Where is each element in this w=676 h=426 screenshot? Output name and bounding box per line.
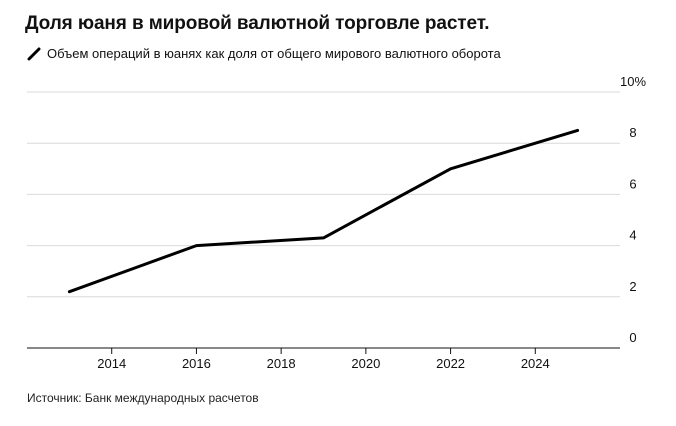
x-tick-label: 2016 bbox=[182, 356, 211, 371]
x-tick-label: 2014 bbox=[97, 356, 126, 371]
legend-label: Объем операций в юанях как доля от общег… bbox=[47, 46, 501, 61]
x-tick-label: 2020 bbox=[351, 356, 380, 371]
y-tick-label: 8 bbox=[629, 125, 636, 140]
y-tick-label: 10% bbox=[620, 74, 646, 89]
x-tick-label: 2018 bbox=[267, 356, 296, 371]
source-note: Источник: Банк международных расчетов bbox=[27, 391, 259, 405]
chart-title: Доля юаня в мировой валютной торговле ра… bbox=[25, 13, 490, 34]
y-tick-label: 6 bbox=[629, 176, 636, 191]
x-axis: 2014 2016 2018 2020 2022 2024 bbox=[27, 347, 620, 371]
y-tick-label: 2 bbox=[629, 279, 636, 294]
x-tick-label: 2024 bbox=[521, 356, 550, 371]
legend-line-icon bbox=[27, 47, 41, 61]
y-tick-label: 0 bbox=[629, 330, 636, 345]
legend: Объем операций в юанях как доля от общег… bbox=[27, 46, 501, 61]
gridlines bbox=[27, 91, 620, 298]
series-layer bbox=[67, 128, 580, 294]
y-tick-label: 4 bbox=[629, 228, 636, 243]
x-tick-label: 2022 bbox=[436, 356, 465, 371]
series-line bbox=[67, 128, 580, 294]
y-axis: 0 2 4 6 8 10% bbox=[620, 74, 646, 345]
